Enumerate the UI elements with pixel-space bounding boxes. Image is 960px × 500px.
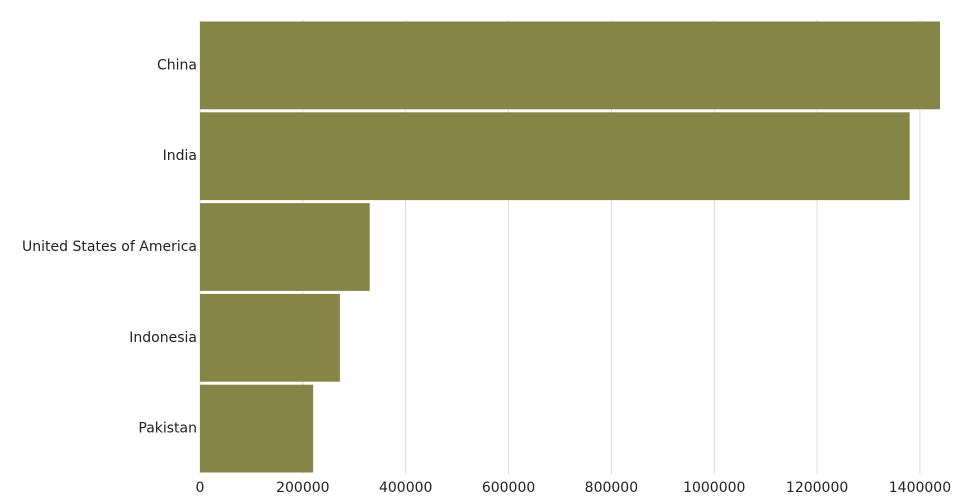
x-tick-label: 600000 [482, 480, 535, 496]
bar [200, 384, 314, 473]
y-tick-label: Pakistan [138, 421, 197, 437]
x-tick-label: 200000 [276, 480, 329, 496]
x-tick-label: 1200000 [786, 480, 848, 496]
bar [200, 203, 370, 291]
x-tick-label: 1000000 [683, 480, 745, 496]
y-tick-label: India [163, 148, 197, 164]
y-tick-label: United States of America [22, 239, 197, 255]
x-tick-label: 0 [196, 480, 205, 496]
y-tick-label: China [157, 57, 197, 73]
x-tick-label: 1400000 [889, 480, 951, 496]
bar [200, 293, 340, 382]
bar [200, 21, 940, 110]
x-tick-label: 800000 [585, 480, 638, 496]
x-tick-label: 400000 [379, 480, 432, 496]
bar [200, 112, 910, 201]
y-tick-label: Indonesia [129, 330, 197, 346]
